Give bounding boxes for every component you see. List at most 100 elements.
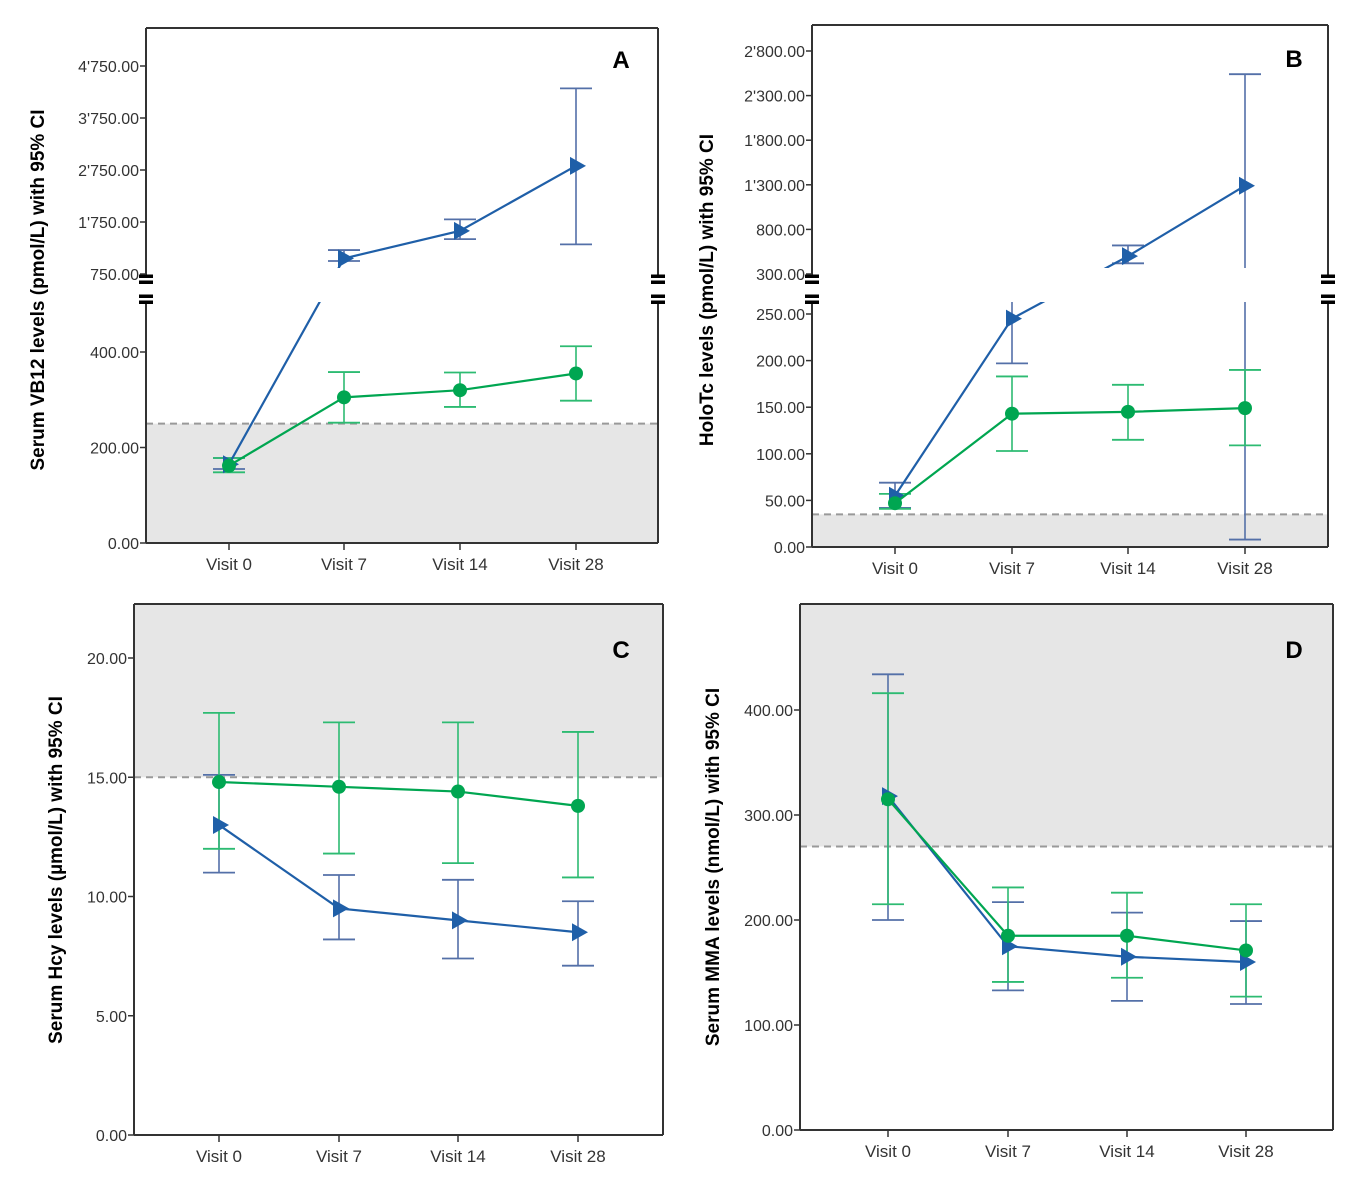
y-tick-label: 2'800.00 xyxy=(744,44,805,61)
y-axis-title: Serum MMA levels (nmol/L) with 95% CI xyxy=(703,688,724,1046)
right-axis-break-mark xyxy=(1321,300,1335,304)
y-tick-label: 2'300.00 xyxy=(744,89,805,106)
green-circle-marker xyxy=(1120,928,1134,943)
clipped-series-group xyxy=(872,673,1262,1005)
y-tick-label: 20.00 xyxy=(87,651,127,668)
x-tick-label: Visit 14 xyxy=(1100,559,1155,578)
blue-series-line xyxy=(228,302,321,465)
green-circle-marker xyxy=(1005,406,1019,421)
green-circle-marker xyxy=(881,792,895,807)
y-tick-label: 100.00 xyxy=(756,447,805,464)
x-tick-label: Visit 0 xyxy=(872,559,918,578)
x-tick-label: Visit 7 xyxy=(985,1142,1031,1161)
green-circle-marker xyxy=(332,779,346,794)
x-tick-label: Visit 28 xyxy=(1217,559,1272,578)
blue-series-line xyxy=(894,302,1046,497)
right-axis-break-mark xyxy=(651,280,665,284)
y-axis-title: Serum Hcy levels (µmol/L) with 95% CI xyxy=(46,696,67,1044)
panel-label: C xyxy=(612,637,629,664)
x-tick-label: Visit 14 xyxy=(432,555,487,574)
green-circle-marker xyxy=(571,798,585,813)
y-tick-label: 1'800.00 xyxy=(744,133,805,150)
y-tick-label: 0.00 xyxy=(762,1123,793,1140)
series-layer xyxy=(879,73,1261,541)
green-circle-marker xyxy=(337,390,351,405)
panel-d-mma-chart: 0.00 100.00 200.00 300.00 400.00 Visit 0 Visit… xyxy=(703,603,1334,1161)
blue-triangle-marker xyxy=(454,221,470,240)
series-layer xyxy=(203,711,594,967)
y-tick-label: 750.00 xyxy=(90,267,139,284)
y-axis-title: HoloTc levels (pmol/L) with 95% CI xyxy=(697,134,718,446)
blue-triangle-marker xyxy=(452,911,468,930)
green-series-line xyxy=(895,408,1245,503)
y-tick-label: 250.00 xyxy=(756,307,805,324)
panel-b-holotc-chart: 0.00 50.00 100.00 150.00 200.00 250.00 300.00 8… xyxy=(697,24,1335,578)
blue-series-line xyxy=(218,824,579,934)
right-axis-break-mark xyxy=(1321,280,1335,284)
y-tick-label: 0.00 xyxy=(96,1128,127,1145)
y-tick-label: 150.00 xyxy=(756,400,805,417)
green-circle-marker xyxy=(222,458,236,473)
y-tick-label: 200.00 xyxy=(756,354,805,371)
y-tick-label: 0.00 xyxy=(108,536,139,553)
left-axis-break-mark xyxy=(805,300,819,304)
blue-triangle-marker xyxy=(1121,947,1137,966)
y-axis-title: Serum VB12 levels (pmol/L) with 95% CI xyxy=(28,109,49,470)
y-tick-label: 4'750.00 xyxy=(78,59,139,76)
left-axis-break-mark xyxy=(805,280,819,284)
left-axis-break-mark xyxy=(805,274,819,278)
green-circle-marker xyxy=(1239,943,1253,958)
reference-range-shading xyxy=(800,604,1333,847)
reference-range-shading xyxy=(146,423,658,543)
x-tick-label: Visit 0 xyxy=(196,1147,242,1166)
clipped-series-group xyxy=(328,87,592,268)
blue-triangle-marker xyxy=(1239,176,1255,195)
x-tick-label: Visit 14 xyxy=(430,1147,485,1166)
blue-series-line xyxy=(1103,184,1246,268)
green-circle-marker xyxy=(888,496,902,511)
y-tick-label: 1'300.00 xyxy=(744,178,805,195)
green-circle-marker xyxy=(1238,401,1252,416)
blue-triangle-marker xyxy=(1006,309,1022,328)
x-tick-label: Visit 0 xyxy=(865,1142,911,1161)
y-tick-label: 200.00 xyxy=(90,441,139,458)
blue-triangle-marker xyxy=(572,923,588,942)
y-tick-label: 50.00 xyxy=(765,493,805,510)
panel-a-vb12-chart: 0.00 200.00 400.00 750.00 1'750.00 2'750.00 3'… xyxy=(28,27,665,574)
left-axis-break-mark xyxy=(139,280,153,284)
panel-label: D xyxy=(1285,637,1302,664)
blue-triangle-marker xyxy=(333,899,349,918)
y-tick-label: 400.00 xyxy=(90,345,139,362)
series-layer xyxy=(872,673,1262,1005)
reference-range-shading xyxy=(812,514,1328,547)
left-axis-break-mark xyxy=(139,300,153,304)
right-axis-break-mark xyxy=(1321,274,1335,278)
y-tick-label: 3'750.00 xyxy=(78,111,139,128)
right-axis-break-mark xyxy=(651,300,665,304)
clipped-series-group xyxy=(203,711,594,967)
y-tick-label: 300.00 xyxy=(744,808,793,825)
green-circle-marker xyxy=(453,383,467,398)
green-series-line xyxy=(887,798,1247,952)
y-tick-label: 2'750.00 xyxy=(78,163,139,180)
green-circle-marker xyxy=(1001,928,1015,943)
clipped-series-group xyxy=(213,302,592,474)
series-layer xyxy=(213,87,592,474)
green-circle-marker xyxy=(212,775,226,790)
blue-triangle-marker xyxy=(213,815,229,834)
blue-series-line xyxy=(337,164,577,268)
y-tick-label: 400.00 xyxy=(744,703,793,720)
left-axis-break-mark xyxy=(805,294,819,298)
green-circle-marker xyxy=(1121,404,1135,419)
green-series-line xyxy=(228,372,577,467)
blue-series-line xyxy=(887,795,1247,964)
y-tick-label: 15.00 xyxy=(87,770,127,787)
panel-label: B xyxy=(1285,46,1302,73)
green-circle-marker xyxy=(451,784,465,799)
y-tick-label: 100.00 xyxy=(744,1018,793,1035)
blue-triangle-marker xyxy=(338,249,354,268)
y-tick-label: 300.00 xyxy=(756,267,805,284)
clipped-series-group xyxy=(879,302,1261,541)
panel-label: A xyxy=(612,47,629,74)
y-tick-label: 10.00 xyxy=(87,890,127,907)
